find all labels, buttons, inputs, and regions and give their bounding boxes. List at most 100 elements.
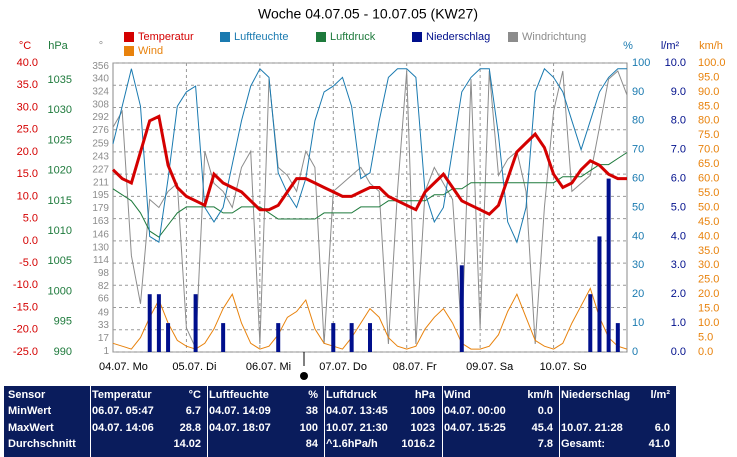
y-tick-label: 195 <box>92 190 109 201</box>
y-tick-label: 1035 <box>48 74 72 86</box>
cell-date: ^1.6hPa/h <box>326 438 378 450</box>
cell-value: 84 <box>305 438 318 450</box>
rain-bar <box>276 323 281 352</box>
cell-value: 1009 <box>410 405 435 417</box>
y-tick-label: 60.0 <box>698 173 719 185</box>
legend-swatch <box>124 46 134 56</box>
legend-label: Luftfeuchte <box>234 31 288 43</box>
cell-date: 04.07. 15:25 <box>444 422 506 434</box>
y-tick-label: 2.0 <box>671 288 686 300</box>
grid <box>113 62 627 353</box>
axis-unit: °C <box>19 40 31 52</box>
axis-unit: % <box>623 40 633 52</box>
axis-unit: ° <box>99 40 103 52</box>
y-tick-label: 0.0 <box>698 346 713 358</box>
header-unit: °C <box>188 389 201 401</box>
header-unit: km/h <box>527 389 553 401</box>
x-tick-label: 05.07. Di <box>172 361 216 373</box>
y-tick-label: 40.0 <box>698 230 719 242</box>
y-tick-label: -25.0 <box>13 346 38 358</box>
rain-bar <box>156 294 161 352</box>
x-tick-label: 10.07. So <box>540 361 587 373</box>
y-tick-label: 995 <box>54 316 72 328</box>
y-tick-label: 30.0 <box>698 259 719 271</box>
legend-label: Temperatur <box>138 31 194 43</box>
rain-bar <box>606 178 611 352</box>
row-label: MinWert <box>8 405 52 417</box>
cell-date: 04.07. 13:45 <box>326 405 388 417</box>
y-tick-label: 1.0 <box>671 317 686 329</box>
x-tick-label: 04.07. Mo <box>99 361 148 373</box>
y-tick-label: 259 <box>92 139 109 150</box>
y-tick-label: 356 <box>92 61 109 72</box>
y-tick-label: 100.0 <box>698 57 726 69</box>
y-tick-label: 49 <box>98 307 110 318</box>
x-tick-label: 06.07. Mi <box>246 361 291 373</box>
y-tick-label: 179 <box>92 203 109 214</box>
y-tick-label: 98 <box>98 268 110 279</box>
cell-date: 04.07. 14:06 <box>92 422 154 434</box>
header-unit: hPa <box>414 389 435 401</box>
y-tick-label: 1000 <box>48 285 72 297</box>
rain-bar <box>615 323 620 352</box>
header-unit: l/m² <box>650 389 670 401</box>
header-cell: Niederschlag <box>561 389 631 401</box>
cell-value: 100 <box>299 422 318 434</box>
y-tick-label: 33 <box>98 320 110 331</box>
x-tick-label: 08.07. Fr <box>393 361 437 373</box>
cell-value: 0.0 <box>537 405 553 417</box>
legend-label: Niederschlag <box>426 31 490 43</box>
y-tick-label: 4.0 <box>671 230 686 242</box>
y-tick-label: 3.0 <box>671 259 686 271</box>
axis-unit: l/m² <box>661 40 680 52</box>
series-line <box>112 70 628 349</box>
plot-area <box>112 62 628 353</box>
y-tick-label: 308 <box>92 99 109 110</box>
y-tick-label: 7.0 <box>671 144 686 156</box>
x-tick-label: 09.07. Sa <box>466 361 514 373</box>
axis-unit: hPa <box>48 40 68 52</box>
y-tick-label: 0 <box>632 346 638 358</box>
legend-swatch <box>412 32 422 42</box>
rain-bar <box>349 323 354 352</box>
divider <box>207 386 208 457</box>
series-line <box>112 152 628 238</box>
y-tick-label: 30.0 <box>17 101 38 113</box>
cell-value: 6.0 <box>654 422 670 434</box>
y-tick-label: 114 <box>93 255 109 266</box>
y-tick-label: 15.0 <box>17 168 38 180</box>
y-tick-label: 40 <box>632 230 644 242</box>
header-cell: Wind <box>444 389 471 401</box>
y-tick-label: 80 <box>632 115 644 127</box>
divider <box>442 386 443 457</box>
divider <box>324 386 325 457</box>
rain-bar <box>147 294 152 352</box>
y-tick-label: 1015 <box>48 195 72 207</box>
y-tick-label: 5.0 <box>23 213 38 225</box>
y-tick-label: 163 <box>92 216 109 227</box>
y-tick-label: 227 <box>92 164 109 175</box>
header-unit: % <box>308 389 318 401</box>
cell-value: 1016.2 <box>401 438 435 450</box>
y-tick-label: 80.0 <box>698 115 719 127</box>
divider <box>90 386 91 457</box>
y-tick-label: 276 <box>92 125 109 136</box>
legend-label: Wind <box>138 45 163 57</box>
rain-bar <box>193 294 198 352</box>
y-tick-label: 30 <box>632 259 644 271</box>
y-tick-label: 324 <box>92 87 109 98</box>
rain-bar <box>597 236 602 352</box>
legend-label: Luftdruck <box>330 31 376 43</box>
y-tick-label: 0.0 <box>671 346 686 358</box>
y-tick-label: 130 <box>92 242 109 253</box>
cell-value: 28.8 <box>179 422 201 434</box>
y-tick-label: 1010 <box>48 225 72 237</box>
y-tick-label: 990 <box>54 346 72 358</box>
y-tick-label: 85.0 <box>698 100 719 112</box>
cell-value: 45.4 <box>531 422 553 434</box>
row-label: MaxWert <box>8 422 54 434</box>
rain-bar <box>166 323 171 352</box>
legend-swatch <box>124 32 134 42</box>
y-tick-label: 5.0 <box>671 201 686 213</box>
y-tick-label: 60 <box>632 173 644 185</box>
